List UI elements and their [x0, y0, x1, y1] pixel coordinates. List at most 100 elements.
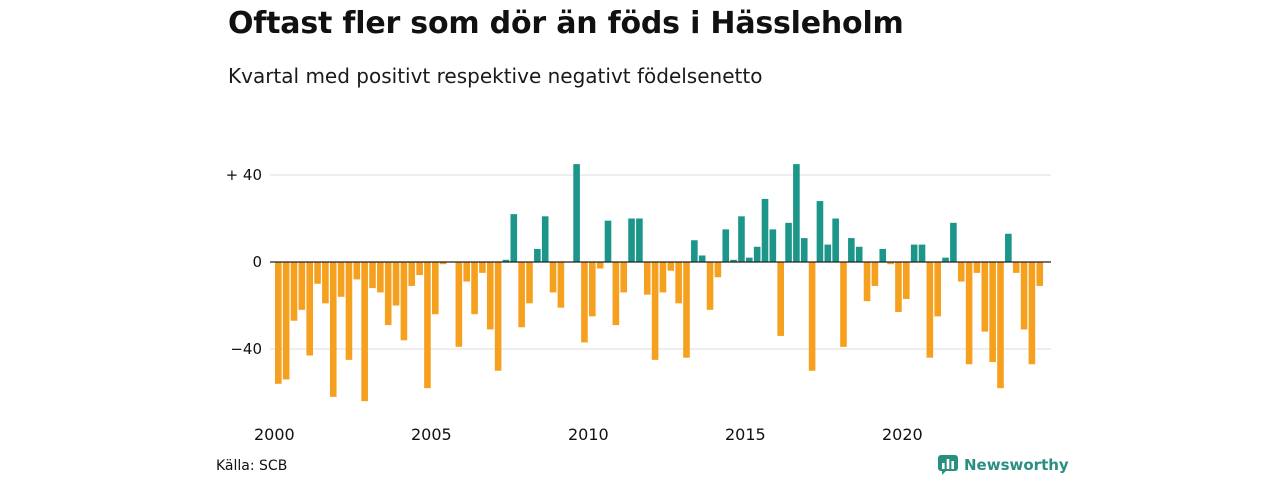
source-note: Källa: SCB — [216, 458, 288, 474]
bar — [282, 262, 290, 380]
bar — [604, 220, 612, 262]
bar — [275, 262, 282, 384]
bar — [1028, 262, 1036, 365]
x-tick-label: 2010 — [568, 425, 609, 444]
bar — [290, 262, 298, 321]
bar — [337, 262, 345, 297]
bar — [714, 262, 722, 278]
bar — [384, 262, 392, 326]
bar — [651, 262, 659, 360]
bar — [377, 262, 384, 293]
bar — [1020, 262, 1028, 330]
bar — [322, 262, 329, 304]
newsworthy-logo-icon — [938, 455, 958, 475]
bar — [746, 257, 753, 262]
brand-name: Newsworthy — [964, 456, 1069, 474]
bar — [840, 262, 847, 347]
bar — [832, 218, 839, 262]
bar — [722, 229, 730, 262]
bar — [863, 262, 871, 302]
bar — [361, 262, 368, 402]
bar — [926, 262, 934, 358]
bar — [424, 262, 431, 389]
bar — [871, 262, 879, 286]
bar — [628, 218, 635, 262]
bar — [526, 262, 533, 304]
bar — [353, 262, 361, 280]
bar — [1036, 262, 1044, 286]
y-tick-label: 0 — [252, 253, 262, 271]
bar — [824, 244, 832, 262]
bar — [855, 246, 863, 262]
bar — [659, 262, 667, 293]
bar — [494, 262, 502, 371]
bar — [1012, 262, 1020, 273]
bar — [416, 262, 423, 276]
bar — [816, 201, 824, 262]
bar — [596, 262, 604, 269]
bar — [541, 216, 549, 262]
bar — [989, 262, 996, 363]
bar — [455, 262, 463, 347]
bar — [643, 262, 651, 295]
chart-title: Oftast fler som dör än föds i Hässleholm — [228, 6, 904, 41]
bar — [965, 262, 973, 365]
bar — [667, 262, 675, 271]
bar — [557, 262, 565, 308]
bar — [997, 262, 1004, 389]
bar — [400, 262, 408, 341]
bar — [463, 262, 470, 282]
bar — [918, 244, 926, 262]
bar — [785, 222, 792, 262]
bar — [675, 262, 682, 304]
bar — [808, 262, 816, 371]
bar — [738, 216, 745, 262]
bar — [942, 257, 949, 262]
brand-logo[interactable]: Newsworthy — [938, 455, 1069, 475]
bar — [793, 164, 800, 262]
bar — [903, 262, 910, 299]
bar — [800, 238, 808, 262]
x-tick-label: 2020 — [882, 425, 923, 444]
bar — [769, 229, 777, 262]
bar — [1005, 233, 1012, 262]
bar — [698, 255, 706, 262]
bar — [730, 259, 737, 262]
bar — [518, 262, 525, 328]
bar — [706, 262, 714, 310]
bar — [510, 214, 518, 262]
bar — [486, 262, 494, 330]
y-tick-label: + 40 — [226, 166, 262, 184]
bar — [298, 262, 306, 310]
bar — [408, 262, 416, 286]
bar — [910, 244, 918, 262]
bar — [306, 262, 313, 356]
bar — [549, 262, 557, 293]
y-tick-label: −40 — [230, 340, 262, 358]
bar — [636, 218, 643, 262]
bar — [691, 240, 698, 262]
bar — [345, 262, 353, 360]
bar — [392, 262, 400, 306]
x-tick-label: 2015 — [725, 425, 766, 444]
bar — [934, 262, 941, 317]
bar — [589, 262, 596, 317]
x-tick-label: 2005 — [411, 425, 452, 444]
bar — [439, 262, 447, 265]
x-tick-label: 2000 — [254, 425, 295, 444]
chart-subtitle: Kvartal med positivt respektive negativt… — [228, 64, 763, 88]
bar — [314, 262, 321, 284]
bar — [848, 238, 855, 262]
bar — [612, 262, 620, 326]
bar — [329, 262, 337, 397]
bar — [620, 262, 627, 293]
bar — [957, 262, 965, 282]
bar — [471, 262, 478, 315]
bar — [879, 248, 887, 262]
bar — [683, 262, 690, 358]
bar — [534, 248, 541, 262]
bar — [973, 262, 981, 273]
bar — [479, 262, 486, 273]
bar — [761, 198, 769, 262]
